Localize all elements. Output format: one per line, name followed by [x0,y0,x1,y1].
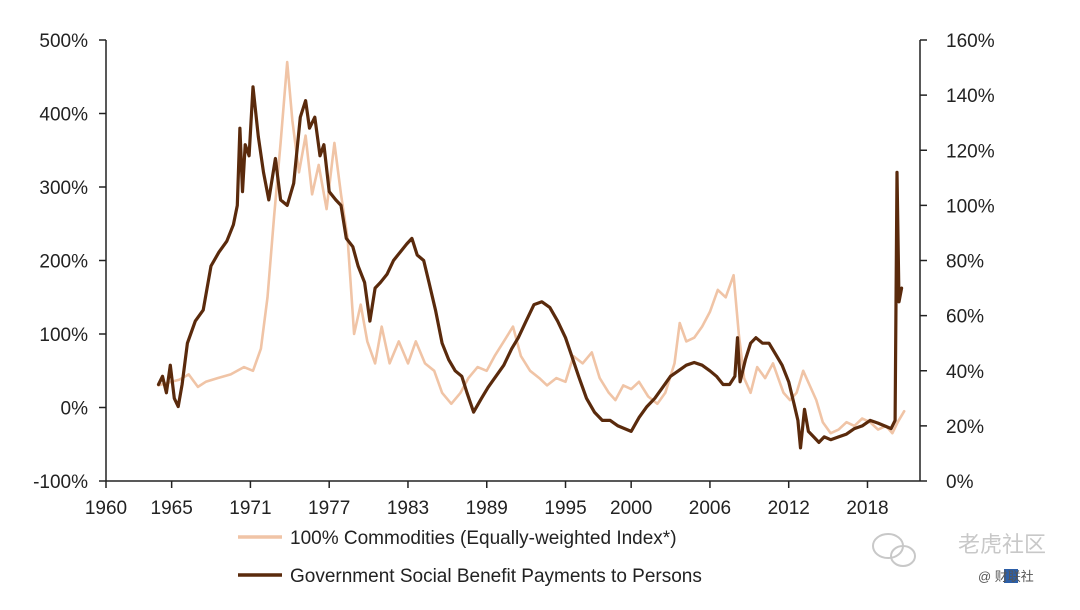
series-line-commodities [157,60,906,435]
x-tick-label: 1995 [544,498,586,519]
x-tick-label: 1960 [85,498,127,519]
x-tick-label: 1965 [151,498,193,519]
y-left-tick-label: 100% [39,325,88,346]
y-left-tick-label: 400% [39,105,88,126]
wechat-icon [872,533,916,567]
y-right-tick-label: 100% [946,196,995,217]
y-left-tick-label: 500% [39,31,88,52]
publisher-logo-icon [1004,569,1018,583]
series-layer [156,60,906,450]
watermark: 老虎社区 @ 财联社 [872,532,1046,584]
y-left-tick-label: 0% [61,399,89,420]
y-right-tick-label: 0% [946,472,974,493]
y-right-tick-label: 60% [946,307,984,328]
y-left-tick-label: 200% [39,252,88,273]
x-tick-label: 1977 [308,498,350,519]
legend-label-social-benefits: Government Social Benefit Payments to Pe… [290,566,702,587]
y-right-tick-label: 120% [946,141,995,162]
x-tick-label: 1971 [229,498,271,519]
legend: 100% Commodities (Equally-weighted Index… [238,528,702,587]
watermark-subtext: @ 财联社 [978,569,1034,584]
y-right-tick-label: 80% [946,252,984,273]
x-tick-label: 2006 [689,498,731,519]
y-left-tick-label: -100% [33,472,88,493]
x-tick-label: 2000 [610,498,652,519]
x-tick-label: 2018 [846,498,888,519]
x-tick-label: 1989 [466,498,508,519]
y-right-tick-label: 20% [946,417,984,438]
series-line-social-benefits [156,85,904,450]
watermark-text: 老虎社区 [958,532,1046,557]
legend-label-commodities: 100% Commodities (Equally-weighted Index… [290,528,677,549]
y-left-tick-label: 300% [39,178,88,199]
y-right-tick-label: 40% [946,362,984,383]
x-tick-label: 2012 [768,498,810,519]
y-right-tick-label: 140% [946,86,995,107]
x-tick-label: 1983 [387,498,429,519]
axes: 500% 400% 300% 200% 100% 0% -100% 160% 140% 120% 1… [33,31,995,519]
y-right-tick-label: 160% [946,31,995,52]
